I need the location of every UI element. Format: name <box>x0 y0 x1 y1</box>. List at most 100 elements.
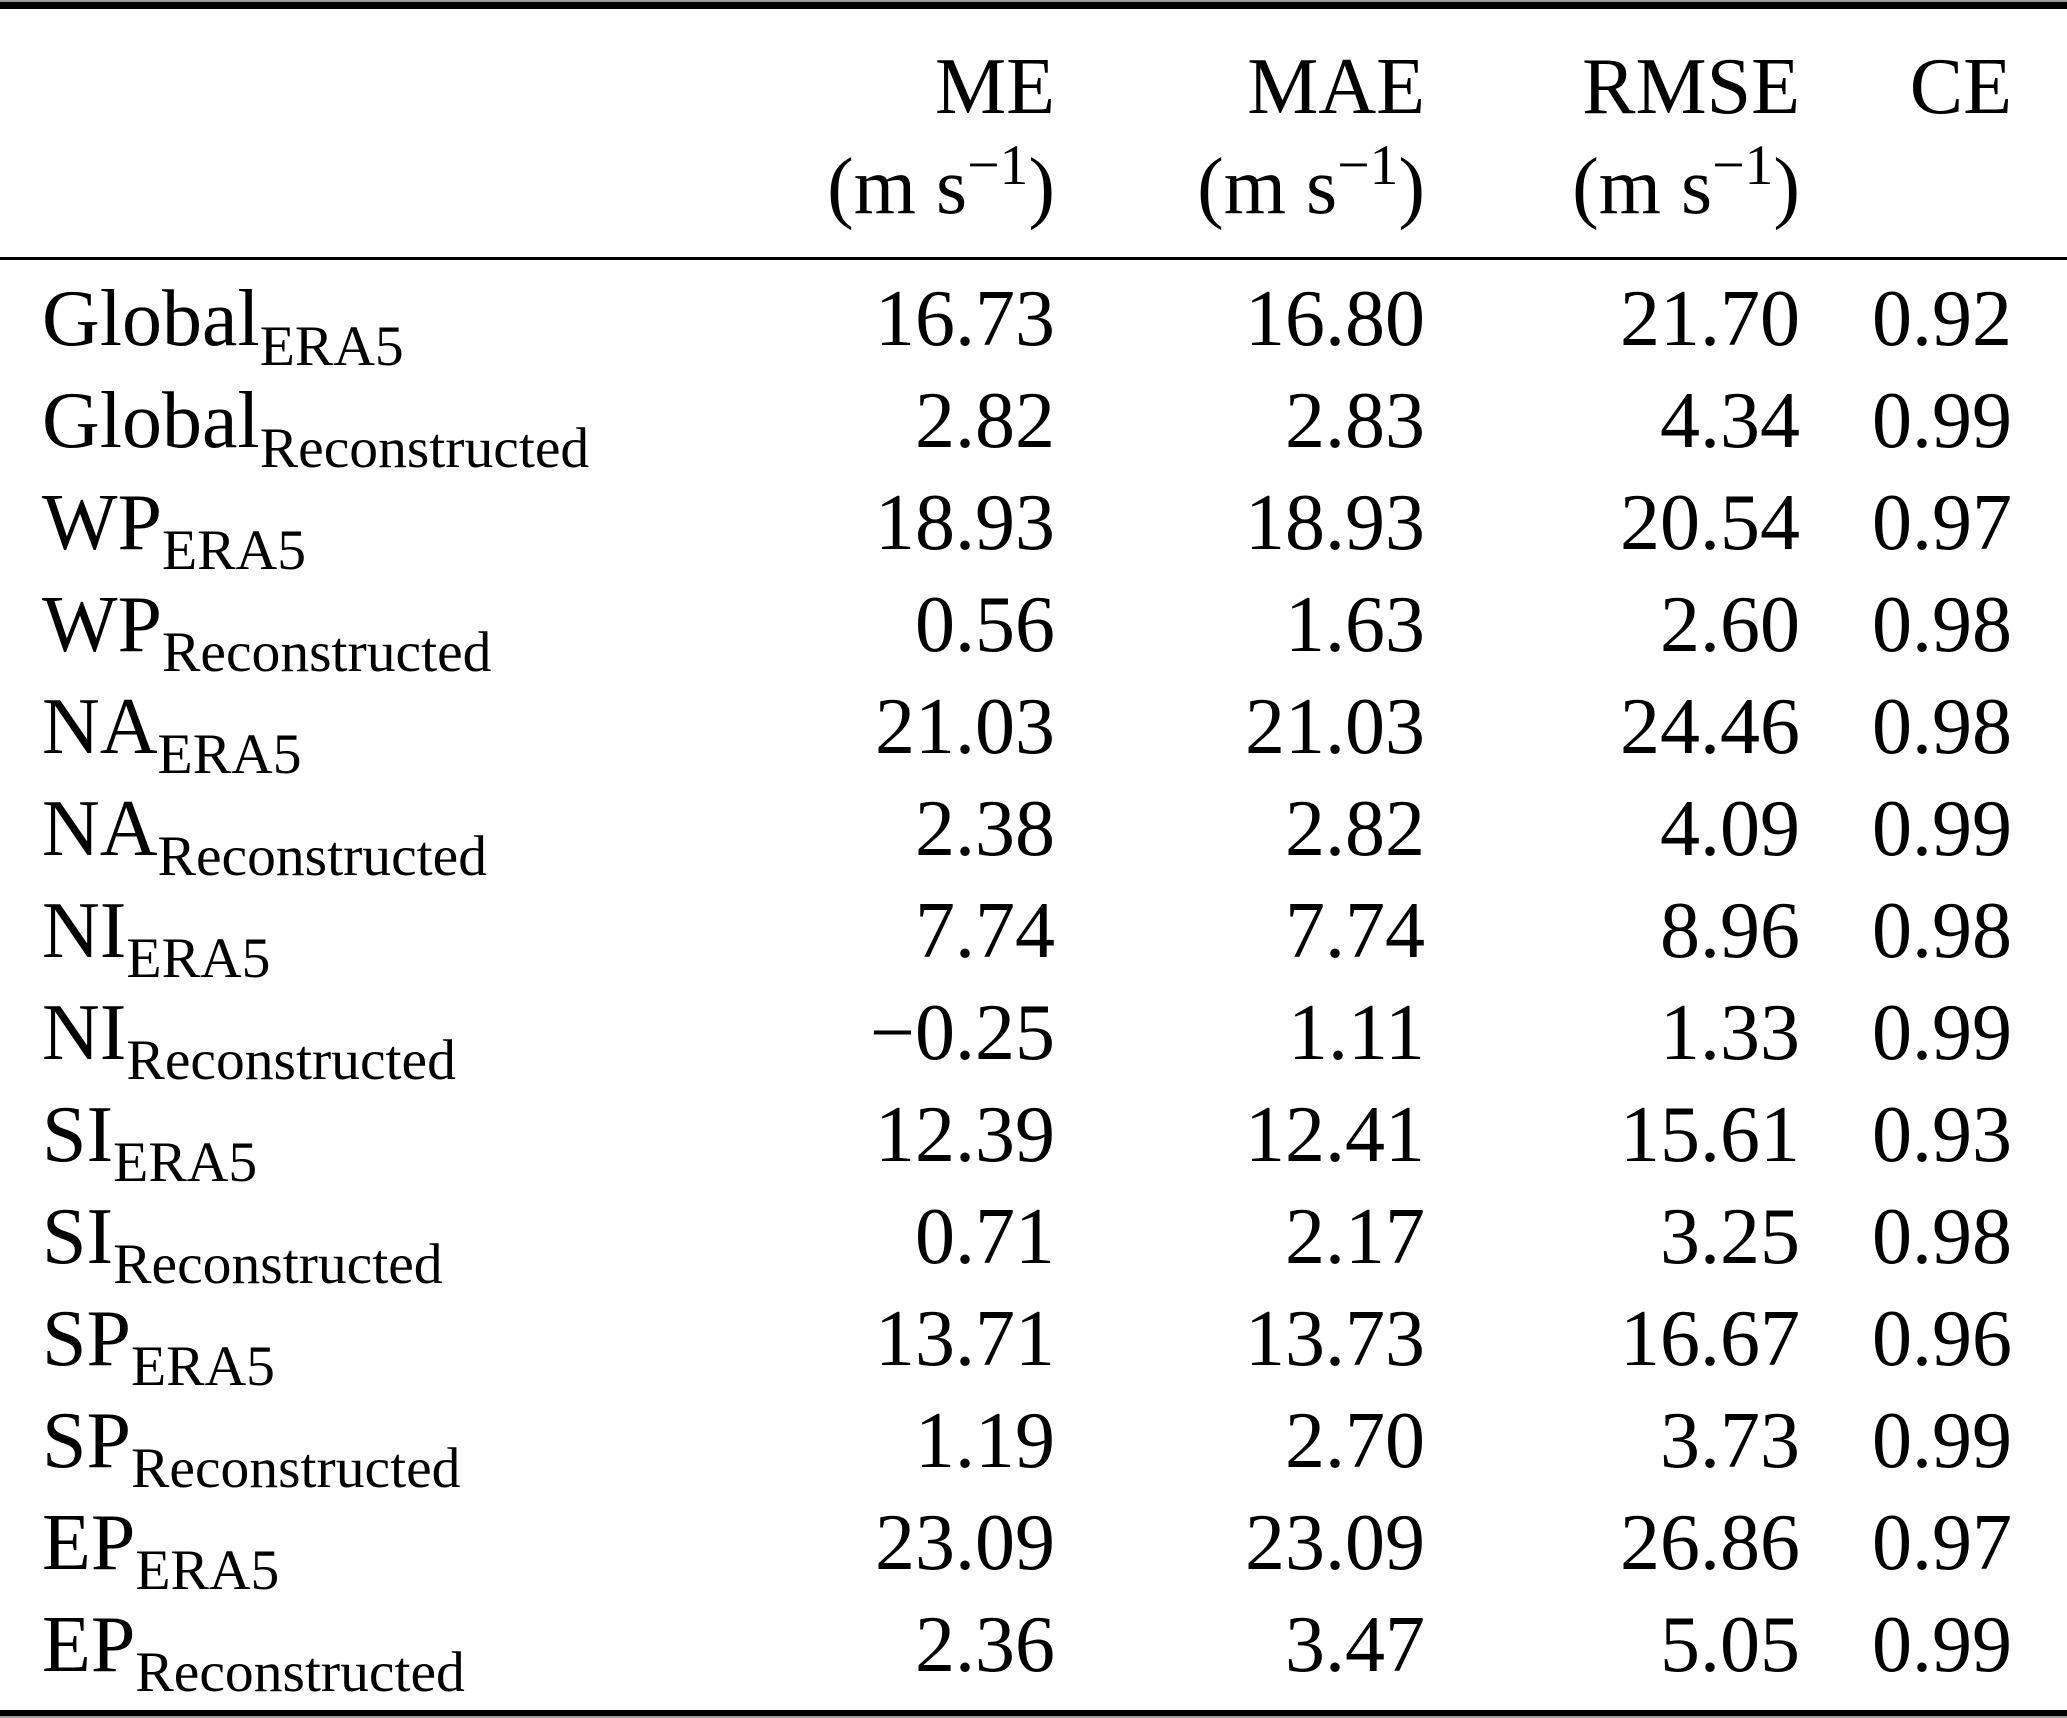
unit-exponent: −1 <box>1337 134 1399 198</box>
cell-mae: 7.74 <box>1285 887 1425 975</box>
region-variant-subscript: Reconstructed <box>162 621 492 685</box>
table-row: EPERA5 23.09 23.09 26.86 0.97 <box>0 1492 2067 1599</box>
table-body: GlobalERA5 16.73 16.80 21.70 0.92 Global… <box>0 259 2067 1714</box>
cell-rmse: 4.34 <box>1660 377 1800 465</box>
col-unit-rmse: (m s−1) <box>1425 137 1800 237</box>
cell-me: 16.73 <box>875 275 1055 363</box>
cell-me: 12.39 <box>875 1091 1055 1179</box>
cell-rmse: 4.09 <box>1660 785 1800 873</box>
region-name: NA <box>42 785 158 873</box>
cell-ce: 0.99 <box>1872 1397 2012 1485</box>
row-label: WPERA5 <box>0 472 700 579</box>
cell-rmse: 2.60 <box>1660 581 1800 669</box>
cell-mae: 3.47 <box>1285 1601 1425 1689</box>
region-name: Global <box>42 275 260 363</box>
table-row: GlobalERA5 16.73 16.80 21.70 0.92 <box>0 259 2067 375</box>
cell-ce: 0.99 <box>1872 1601 2012 1689</box>
cell-rmse: 3.73 <box>1660 1397 1800 1485</box>
header-corner-empty <box>0 5 700 260</box>
cell-mae: 12.41 <box>1245 1091 1425 1179</box>
region-variant-subscript: ERA5 <box>135 1539 280 1603</box>
header-col-me: ME (m s−1) <box>700 5 1055 260</box>
region-name: SI <box>42 1091 114 1179</box>
region-variant-subscript: ERA5 <box>113 1131 258 1195</box>
row-label: NAReconstructed <box>0 778 700 885</box>
cell-ce: 0.99 <box>1872 377 2012 465</box>
table-row: EPReconstructed 2.36 3.47 5.05 0.99 <box>0 1594 2067 1714</box>
cell-rmse: 8.96 <box>1660 887 1800 975</box>
cell-ce: 0.98 <box>1872 683 2012 771</box>
cell-mae: 16.80 <box>1245 275 1425 363</box>
region-name: WP <box>42 479 162 567</box>
region-variant-subscript: Reconstructed <box>126 1029 456 1093</box>
cell-ce: 0.99 <box>1872 989 2012 1077</box>
region-variant-subscript: Reconstructed <box>130 1437 461 1501</box>
cell-mae: 21.03 <box>1245 683 1425 771</box>
cell-me: 13.71 <box>875 1295 1055 1383</box>
table-row: SIERA5 12.39 12.41 15.61 0.93 <box>0 1084 2067 1191</box>
cell-me: 0.71 <box>915 1193 1055 1281</box>
cell-me: 0.56 <box>915 581 1055 669</box>
region-variant-subscript: ERA5 <box>157 723 302 787</box>
cell-ce: 0.98 <box>1872 1193 2012 1281</box>
cell-rmse: 15.61 <box>1620 1091 1800 1179</box>
table-row: NAERA5 21.03 21.03 24.46 0.98 <box>0 676 2067 783</box>
region-name: EP <box>42 1499 136 1587</box>
table-row: NAReconstructed 2.38 2.82 4.09 0.99 <box>0 778 2067 885</box>
cell-ce: 0.93 <box>1872 1091 2012 1179</box>
cell-mae: 2.17 <box>1285 1193 1425 1281</box>
region-name: EP <box>42 1601 136 1689</box>
cell-me: 2.38 <box>915 785 1055 873</box>
row-label: GlobalReconstructed <box>0 370 700 477</box>
unit-close: ) <box>1773 143 1800 231</box>
row-label: EPReconstructed <box>0 1594 700 1714</box>
unit-close: ) <box>1028 143 1055 231</box>
region-name: WP <box>42 581 162 669</box>
cell-rmse: 5.05 <box>1660 1601 1800 1689</box>
row-label: EPERA5 <box>0 1492 700 1599</box>
header-col-rmse: RMSE (m s−1) <box>1425 5 1800 260</box>
cell-ce: 0.97 <box>1872 479 2012 567</box>
cell-me: 23.09 <box>875 1499 1055 1587</box>
header-row: ME (m s−1) MAE (m s−1) RMSE (m s−1) CE <box>0 5 2067 260</box>
col-label-me: ME <box>935 43 1055 131</box>
header-col-mae: MAE (m s−1) <box>1055 5 1425 260</box>
cell-mae: 2.83 <box>1285 377 1425 465</box>
col-unit-me: (m s−1) <box>700 137 1055 237</box>
unit-exponent: −1 <box>967 134 1029 198</box>
unit-open: (m s <box>827 143 968 231</box>
cell-mae: 13.73 <box>1245 1295 1425 1383</box>
region-variant-subscript: ERA5 <box>130 1335 275 1399</box>
region-name: SP <box>42 1295 131 1383</box>
table-row: WPERA5 18.93 18.93 20.54 0.97 <box>0 472 2067 579</box>
cell-ce: 0.92 <box>1872 275 2012 363</box>
row-label: NIReconstructed <box>0 982 700 1089</box>
cell-ce: 0.96 <box>1872 1295 2012 1383</box>
col-label-rmse: RMSE <box>1582 43 1800 131</box>
row-label: SIReconstructed <box>0 1186 700 1293</box>
col-label-mae: MAE <box>1247 43 1425 131</box>
cell-rmse: 16.67 <box>1620 1295 1800 1383</box>
unit-close: ) <box>1398 143 1425 231</box>
cell-mae: 2.70 <box>1285 1397 1425 1485</box>
unit-open: (m s <box>1572 143 1713 231</box>
cell-ce: 0.97 <box>1872 1499 2012 1587</box>
cell-rmse: 20.54 <box>1620 479 1800 567</box>
region-name: NA <box>42 683 158 771</box>
region-variant-subscript: Reconstructed <box>157 825 487 889</box>
header-col-ce: CE <box>1800 5 2067 260</box>
cell-mae: 1.11 <box>1287 989 1425 1077</box>
cell-mae: 23.09 <box>1245 1499 1425 1587</box>
region-variant-subscript: Reconstructed <box>113 1233 443 1297</box>
table-row: SPERA5 13.71 13.73 16.67 0.96 <box>0 1288 2067 1395</box>
unit-open: (m s <box>1197 143 1338 231</box>
cell-ce: 0.99 <box>1872 785 2012 873</box>
cell-me: 18.93 <box>875 479 1055 567</box>
cell-me: 2.82 <box>915 377 1055 465</box>
table-row: NIERA5 7.74 7.74 8.96 0.98 <box>0 880 2067 987</box>
cell-rmse: 3.25 <box>1660 1193 1800 1281</box>
cell-rmse: 21.70 <box>1620 275 1800 363</box>
region-variant-subscript: ERA5 <box>126 927 271 991</box>
cell-mae: 1.63 <box>1285 581 1425 669</box>
table-row: WPReconstructed 0.56 1.63 2.60 0.98 <box>0 574 2067 681</box>
